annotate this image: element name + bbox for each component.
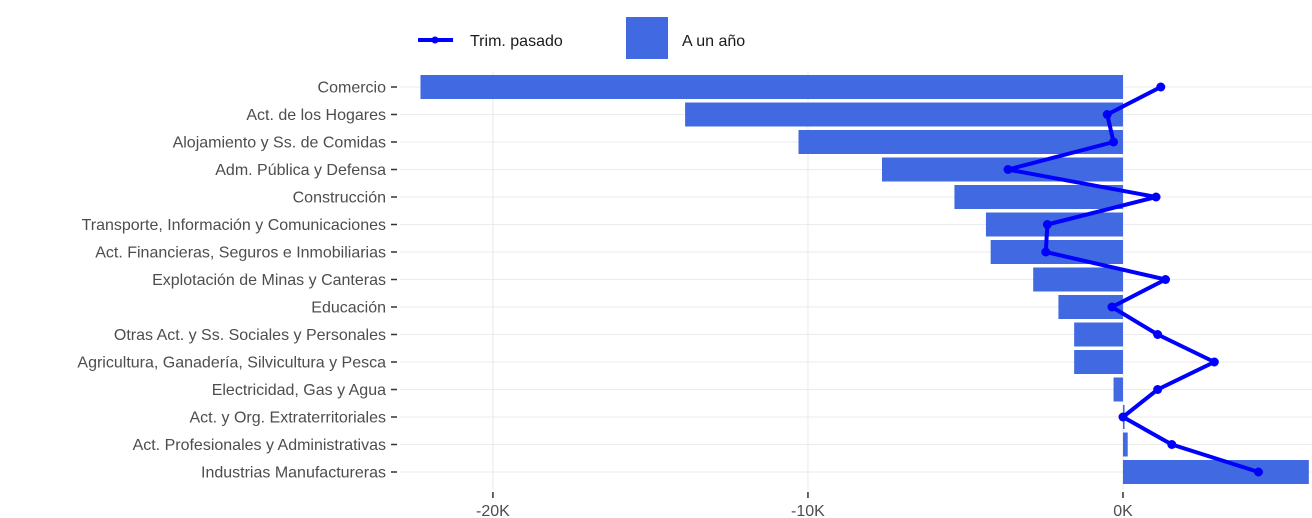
line-point xyxy=(1253,467,1263,477)
legend: Trim. pasado A un año xyxy=(418,17,745,59)
legend-line-point xyxy=(431,36,439,44)
line-point xyxy=(1153,330,1163,339)
bar xyxy=(1074,350,1123,374)
bar xyxy=(685,102,1123,127)
y-tick-label: Educación xyxy=(311,300,386,317)
line-point xyxy=(1107,302,1117,312)
y-tick-label: Electricidad, Gas y Agua xyxy=(212,382,386,399)
line-point xyxy=(1041,247,1051,257)
line-point xyxy=(1003,165,1013,174)
bars xyxy=(420,75,1309,484)
y-tick-label: Adm. Pública y Defensa xyxy=(215,162,386,179)
bar xyxy=(1122,432,1128,457)
line-point xyxy=(1161,275,1171,284)
line-point xyxy=(1209,357,1219,367)
bar xyxy=(1033,267,1123,292)
y-tick-label: Comercio xyxy=(318,80,387,97)
y-tick-label: Act. y Org. Extraterritoriales xyxy=(190,410,387,427)
y-tick-label: Otras Act. y Ss. Sociales y Personales xyxy=(114,327,386,344)
y-tick-label: Transporte, Información y Comunicaciones xyxy=(82,217,386,234)
bar xyxy=(881,157,1123,182)
bar xyxy=(990,240,1123,264)
line-point xyxy=(1151,192,1161,202)
line-series xyxy=(1003,82,1263,477)
y-tick-label: Construcción xyxy=(293,190,386,207)
x-tick-label: 0K xyxy=(1113,503,1133,518)
y-tick-label: Act. Financieras, Seguros e Inmobiliaria… xyxy=(95,245,386,262)
line-point xyxy=(1153,385,1163,394)
y-tick-label: Act. de los Hogares xyxy=(246,107,386,124)
y-tick-label: Industrias Manufactureras xyxy=(201,465,386,482)
y-tick-label: Explotación de Minas y Canteras xyxy=(152,272,386,289)
x-axis-labels: -20K -10K 0K xyxy=(476,492,1133,518)
x-tick-label: -10K xyxy=(791,503,825,518)
legend-label-line: Trim. pasado xyxy=(470,33,563,50)
bar xyxy=(798,130,1123,154)
bar xyxy=(420,75,1123,99)
legend-label-bar: A un año xyxy=(682,33,745,50)
line-point xyxy=(1042,220,1052,229)
line-point xyxy=(1167,440,1177,449)
x-tick-label: -20K xyxy=(476,503,510,518)
bar xyxy=(1074,322,1123,347)
legend-bar-swatch xyxy=(626,17,668,59)
y-tick-label: Act. Profesionales y Administrativas xyxy=(133,437,386,454)
y-tick-label: Agricultura, Ganadería, Silvicultura y P… xyxy=(77,355,386,372)
bar xyxy=(1113,377,1123,402)
line-point xyxy=(1109,137,1119,147)
line-point xyxy=(1102,110,1112,119)
bar xyxy=(1122,460,1309,484)
y-axis-labels: Comercio Act. de los Hogares Alojamiento y… xyxy=(77,80,397,482)
bar xyxy=(954,185,1123,209)
line-point xyxy=(1156,82,1166,92)
line-point xyxy=(1118,412,1128,422)
y-tick-label: Alojamiento y Ss. de Comidas xyxy=(173,135,386,152)
